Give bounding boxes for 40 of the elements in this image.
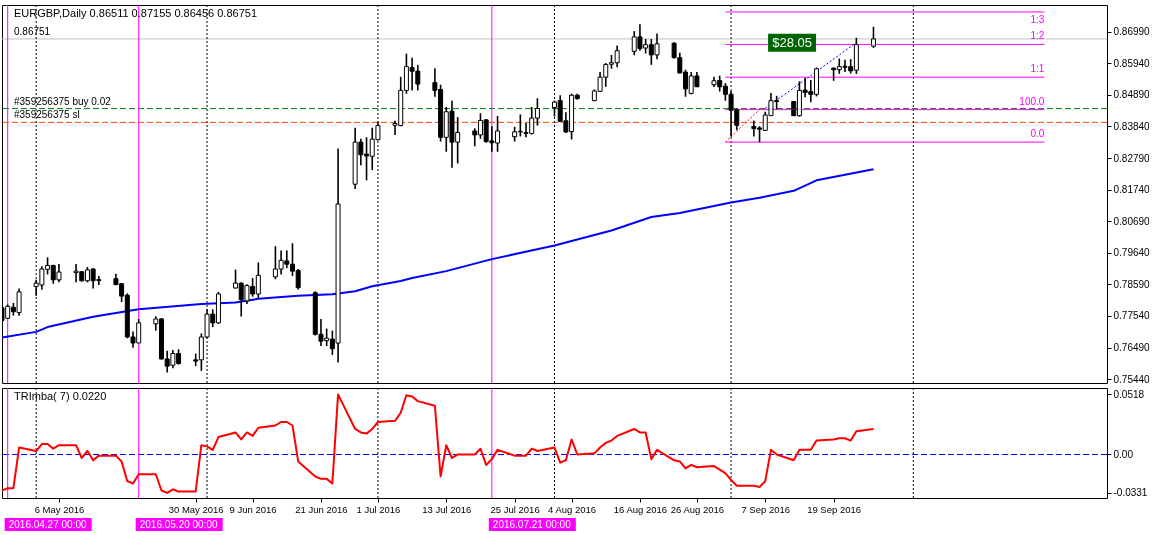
y-tick-label: 0.77540 — [1113, 310, 1151, 322]
series-label: 1:3 — [1030, 13, 1045, 25]
x-tick-label: 4 Aug 2016 — [548, 503, 597, 515]
series-label: 0.0 — [1030, 128, 1045, 140]
ref-line-label: #359256375 sl — [14, 109, 80, 121]
y-tick-label: 0.86990 — [1113, 26, 1151, 38]
x-tick-label: 21 Jun 2016 — [295, 503, 348, 515]
y-tick-label: 0.82790 — [1113, 152, 1151, 164]
series-label: 1:1 — [1030, 63, 1045, 75]
x-tick-label: 19 Sep 2016 — [807, 503, 862, 515]
x-tick-label: 7 Sep 2016 — [741, 503, 791, 515]
y-tick-label: 0.85940 — [1113, 57, 1151, 69]
series-label: 100.0 — [1019, 95, 1045, 107]
y-tick-label: 0.84890 — [1113, 89, 1151, 101]
x-tick-label: 16 Aug 2016 — [613, 503, 668, 515]
chart-title: TRImba( 7) 0.0220 — [14, 390, 107, 402]
x-tick-label: 26 Aug 2016 — [670, 503, 725, 515]
x-tick-label: 9 Jun 2016 — [229, 503, 277, 515]
ref-line-label: 2016.04.27 00:00 — [8, 518, 87, 530]
y-tick-label: 0.00 — [1113, 448, 1134, 460]
x-tick-label: 25 Jul 2016 — [490, 503, 540, 515]
y-tick-label: 0.0518 — [1113, 388, 1145, 400]
y-tick-label: 0.80690 — [1113, 215, 1151, 227]
ref-line-label: #359256375 buy 0.02 — [14, 95, 112, 107]
y-tick-label: 0.83840 — [1113, 120, 1151, 132]
x-tick-label: 1 Jul 2016 — [356, 503, 401, 515]
y-tick-label: 0.79640 — [1113, 247, 1151, 259]
ref-line-label: 2016.07.21 00:00 — [492, 518, 572, 530]
y-tick-label: 0.81740 — [1113, 184, 1151, 196]
ref-line-label: 2016.05.20 00:00 — [139, 518, 218, 530]
y-tick-label: 0.75440 — [1113, 373, 1151, 385]
x-tick-label: 6 May 2016 — [34, 503, 85, 515]
series-label: 1:2 — [1030, 30, 1045, 42]
y-tick-label: -0.0331 — [1113, 487, 1148, 499]
x-tick-label: 30 May 2016 — [168, 503, 224, 515]
annotation: $28.05 — [772, 34, 812, 50]
y-tick-label: 0.76490 — [1113, 342, 1151, 354]
x-tick-label: 13 Jul 2016 — [422, 503, 472, 515]
y-tick-label: 0.78590 — [1113, 278, 1151, 290]
ref-line-label: 0.86751 — [14, 25, 51, 37]
